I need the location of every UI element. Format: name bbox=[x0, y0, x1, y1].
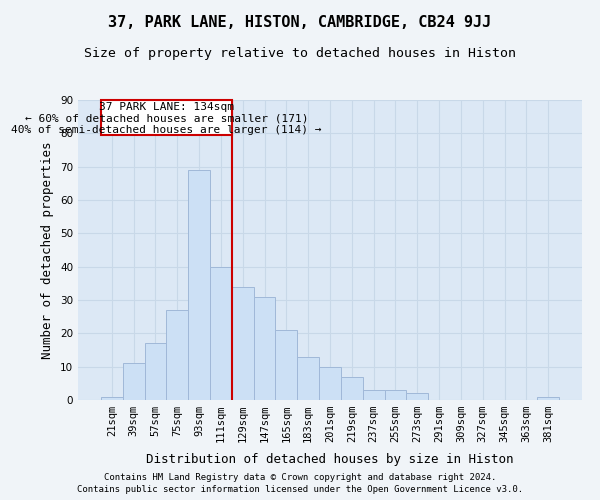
Bar bbox=[123, 364, 145, 400]
Text: 40% of semi-detached houses are larger (114) →: 40% of semi-detached houses are larger (… bbox=[11, 125, 322, 135]
Text: 37, PARK LANE, HISTON, CAMBRIDGE, CB24 9JJ: 37, PARK LANE, HISTON, CAMBRIDGE, CB24 9… bbox=[109, 15, 491, 30]
Bar bbox=[254, 296, 275, 400]
X-axis label: Distribution of detached houses by size in Histon: Distribution of detached houses by size … bbox=[146, 454, 514, 466]
Bar bbox=[210, 266, 232, 400]
Bar bbox=[406, 394, 428, 400]
Bar bbox=[319, 366, 341, 400]
Bar bbox=[101, 396, 123, 400]
Bar bbox=[537, 396, 559, 400]
Y-axis label: Number of detached properties: Number of detached properties bbox=[41, 141, 55, 359]
Bar bbox=[232, 286, 254, 400]
FancyBboxPatch shape bbox=[101, 100, 232, 135]
Text: Contains HM Land Registry data © Crown copyright and database right 2024.: Contains HM Land Registry data © Crown c… bbox=[104, 472, 496, 482]
Bar bbox=[297, 356, 319, 400]
Bar bbox=[385, 390, 406, 400]
Bar bbox=[341, 376, 363, 400]
Bar bbox=[166, 310, 188, 400]
Bar bbox=[188, 170, 210, 400]
Text: Size of property relative to detached houses in Histon: Size of property relative to detached ho… bbox=[84, 48, 516, 60]
Text: Contains public sector information licensed under the Open Government Licence v3: Contains public sector information licen… bbox=[77, 485, 523, 494]
Text: ← 60% of detached houses are smaller (171): ← 60% of detached houses are smaller (17… bbox=[25, 114, 308, 124]
Bar bbox=[275, 330, 297, 400]
Bar bbox=[363, 390, 385, 400]
Text: 37 PARK LANE: 134sqm: 37 PARK LANE: 134sqm bbox=[99, 102, 234, 112]
Bar bbox=[145, 344, 166, 400]
